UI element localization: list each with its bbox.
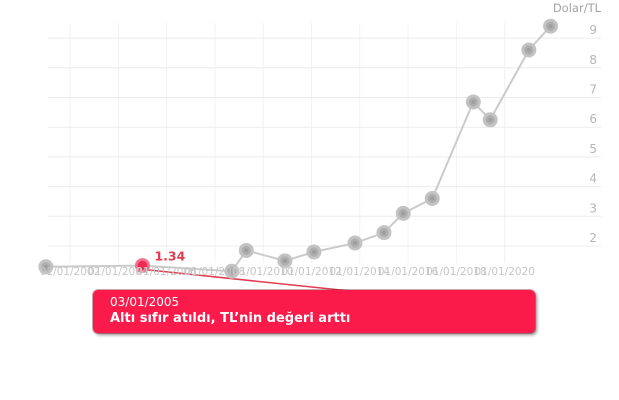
y-axis-tick-label: 4: [589, 172, 597, 186]
x-axis-tick-label: 01/01/2020: [474, 266, 535, 278]
data-point-marker-core: [401, 211, 406, 216]
tooltip: 03/01/2005 Altı sıfır atıldı, TL’nin değ…: [93, 290, 535, 333]
data-point-marker-core: [311, 249, 316, 254]
x-axis-tick-label: 01/01/2004: [88, 266, 149, 278]
tooltip-date: 03/01/2005: [110, 295, 180, 309]
x-axis-tick-label: 01/01/2018: [426, 266, 487, 278]
data-point-marker-core: [282, 258, 287, 263]
x-axis-tick-label: 01/01/2014: [330, 266, 391, 278]
y-axis-tick-label: 9: [589, 23, 597, 37]
data-point-marker-core: [548, 24, 553, 29]
y-axis-tick-label: 6: [589, 112, 597, 126]
highlighted-point-value-label: 1.34: [154, 249, 185, 264]
data-point-marker-core: [471, 99, 476, 104]
y-axis-tick-label: 2: [589, 231, 597, 245]
x-axis-tick-label: 01/01/2012: [281, 266, 342, 278]
y-axis-title: Dolar/TL: [553, 1, 602, 15]
tooltip-pointer-line: [145, 268, 351, 292]
data-point-marker-core: [381, 230, 386, 235]
x-axis-tick-label: 01/01/2010: [233, 266, 294, 278]
data-point-marker-core: [244, 248, 249, 253]
data-point-marker-core: [526, 47, 531, 52]
data-point-marker-core: [488, 117, 493, 122]
data-point-marker-core: [352, 241, 357, 246]
data-point-marker-core: [43, 264, 48, 269]
y-axis-tick-label: 7: [589, 83, 597, 97]
y-axis-tick-label: 5: [589, 142, 597, 156]
trend-line: [45, 25, 552, 273]
x-axis-tick-label: 01/01/2006: [136, 266, 197, 278]
y-axis-tick-label: 3: [589, 201, 597, 215]
tooltip-text: Altı sıfır atıldı, TL’nin değeri arttı: [110, 311, 351, 326]
y-axis-tick-label: 8: [589, 53, 597, 67]
x-axis-tick-label: 01/01/2002: [40, 266, 101, 278]
x-axis-tick-label: 01/01/2016: [378, 266, 439, 278]
highlighted-data-point-core: [137, 260, 148, 271]
x-axis-tick-label: 01/01/2008: [185, 266, 246, 278]
data-point-marker-core: [430, 196, 435, 201]
data-point-marker-core: [229, 269, 234, 274]
